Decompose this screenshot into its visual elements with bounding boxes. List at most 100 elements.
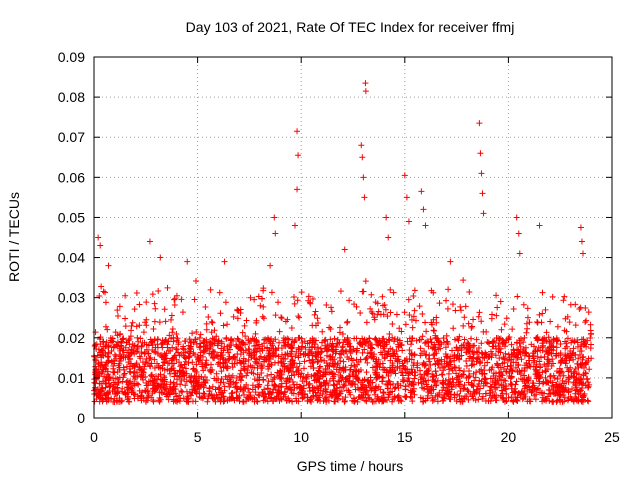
data-point [208,361,215,368]
data-point [577,224,584,231]
data-point [137,355,144,362]
data-point [449,367,456,374]
data-point [330,381,337,388]
data-point [179,309,186,316]
data-point [160,359,167,366]
data-point [357,310,364,317]
data-point [379,360,386,367]
data-point [307,348,314,355]
data-point [309,360,316,367]
data-point [391,350,398,357]
data-point [253,319,260,326]
data-point [275,394,282,401]
data-point [510,306,517,313]
data-point [564,397,571,404]
data-point [178,388,185,395]
data-point [386,378,393,385]
data-point [449,301,456,308]
data-point [425,370,432,377]
data-point [301,358,308,365]
data-point [95,234,102,241]
data-point [368,354,375,361]
data-point [203,320,210,327]
data-point [502,350,509,357]
data-point [386,331,393,338]
data-point [236,398,243,405]
data-point [521,334,528,341]
data-point [516,390,523,397]
data-point [564,335,571,342]
data-point [358,142,365,149]
data-point [138,394,145,401]
data-point [563,328,570,335]
data-point [222,299,229,306]
data-point [409,352,416,359]
data-point [331,356,338,363]
data-point [284,375,291,382]
data-point [420,385,427,392]
data-point [553,389,560,396]
data-point [334,361,341,368]
data-point [211,340,218,347]
data-point [121,389,128,396]
data-point [430,327,437,334]
data-point [193,361,200,368]
data-point [300,351,307,358]
data-point [132,374,139,381]
data-point [473,336,480,343]
data-point [346,297,353,304]
data-point [115,379,122,386]
data-point [116,303,123,310]
data-point [548,340,555,347]
data-point [252,330,259,337]
data-point [317,363,324,370]
data-point [513,378,520,385]
data-point [183,388,190,395]
data-point [344,341,351,348]
data-point [424,395,431,402]
data-point [337,288,344,295]
data-point [314,358,321,365]
data-point [363,384,370,391]
data-point [220,347,227,354]
data-point [131,395,138,402]
data-point [377,361,384,368]
data-point [288,372,295,379]
data-point [106,374,113,381]
data-point [201,390,208,397]
data-point [256,348,263,355]
data-point [395,343,402,350]
data-point [522,344,529,351]
data-point [551,374,558,381]
data-point [444,305,451,312]
data-point [358,395,365,402]
data-point [207,286,214,293]
data-point [190,365,197,372]
data-point [520,301,527,308]
data-point [456,367,463,374]
data-point [543,363,550,370]
data-point [470,316,477,323]
data-point [314,376,321,383]
data-point [398,328,405,335]
y-tick-label: 0.05 [58,209,85,225]
data-point [406,335,413,342]
data-point [497,393,504,400]
data-point [268,371,275,378]
data-point [581,392,588,399]
data-point [98,354,105,361]
data-point [417,371,424,378]
data-point [161,306,168,313]
data-point [211,395,218,402]
data-point [267,262,274,269]
data-point [543,338,550,345]
data-point [445,390,452,397]
data-point [515,230,522,237]
data-point [208,329,215,336]
data-point [295,313,302,320]
data-point [577,361,584,368]
data-point [534,348,541,355]
data-point [531,357,538,364]
data-point [126,356,133,363]
data-point [393,311,400,318]
